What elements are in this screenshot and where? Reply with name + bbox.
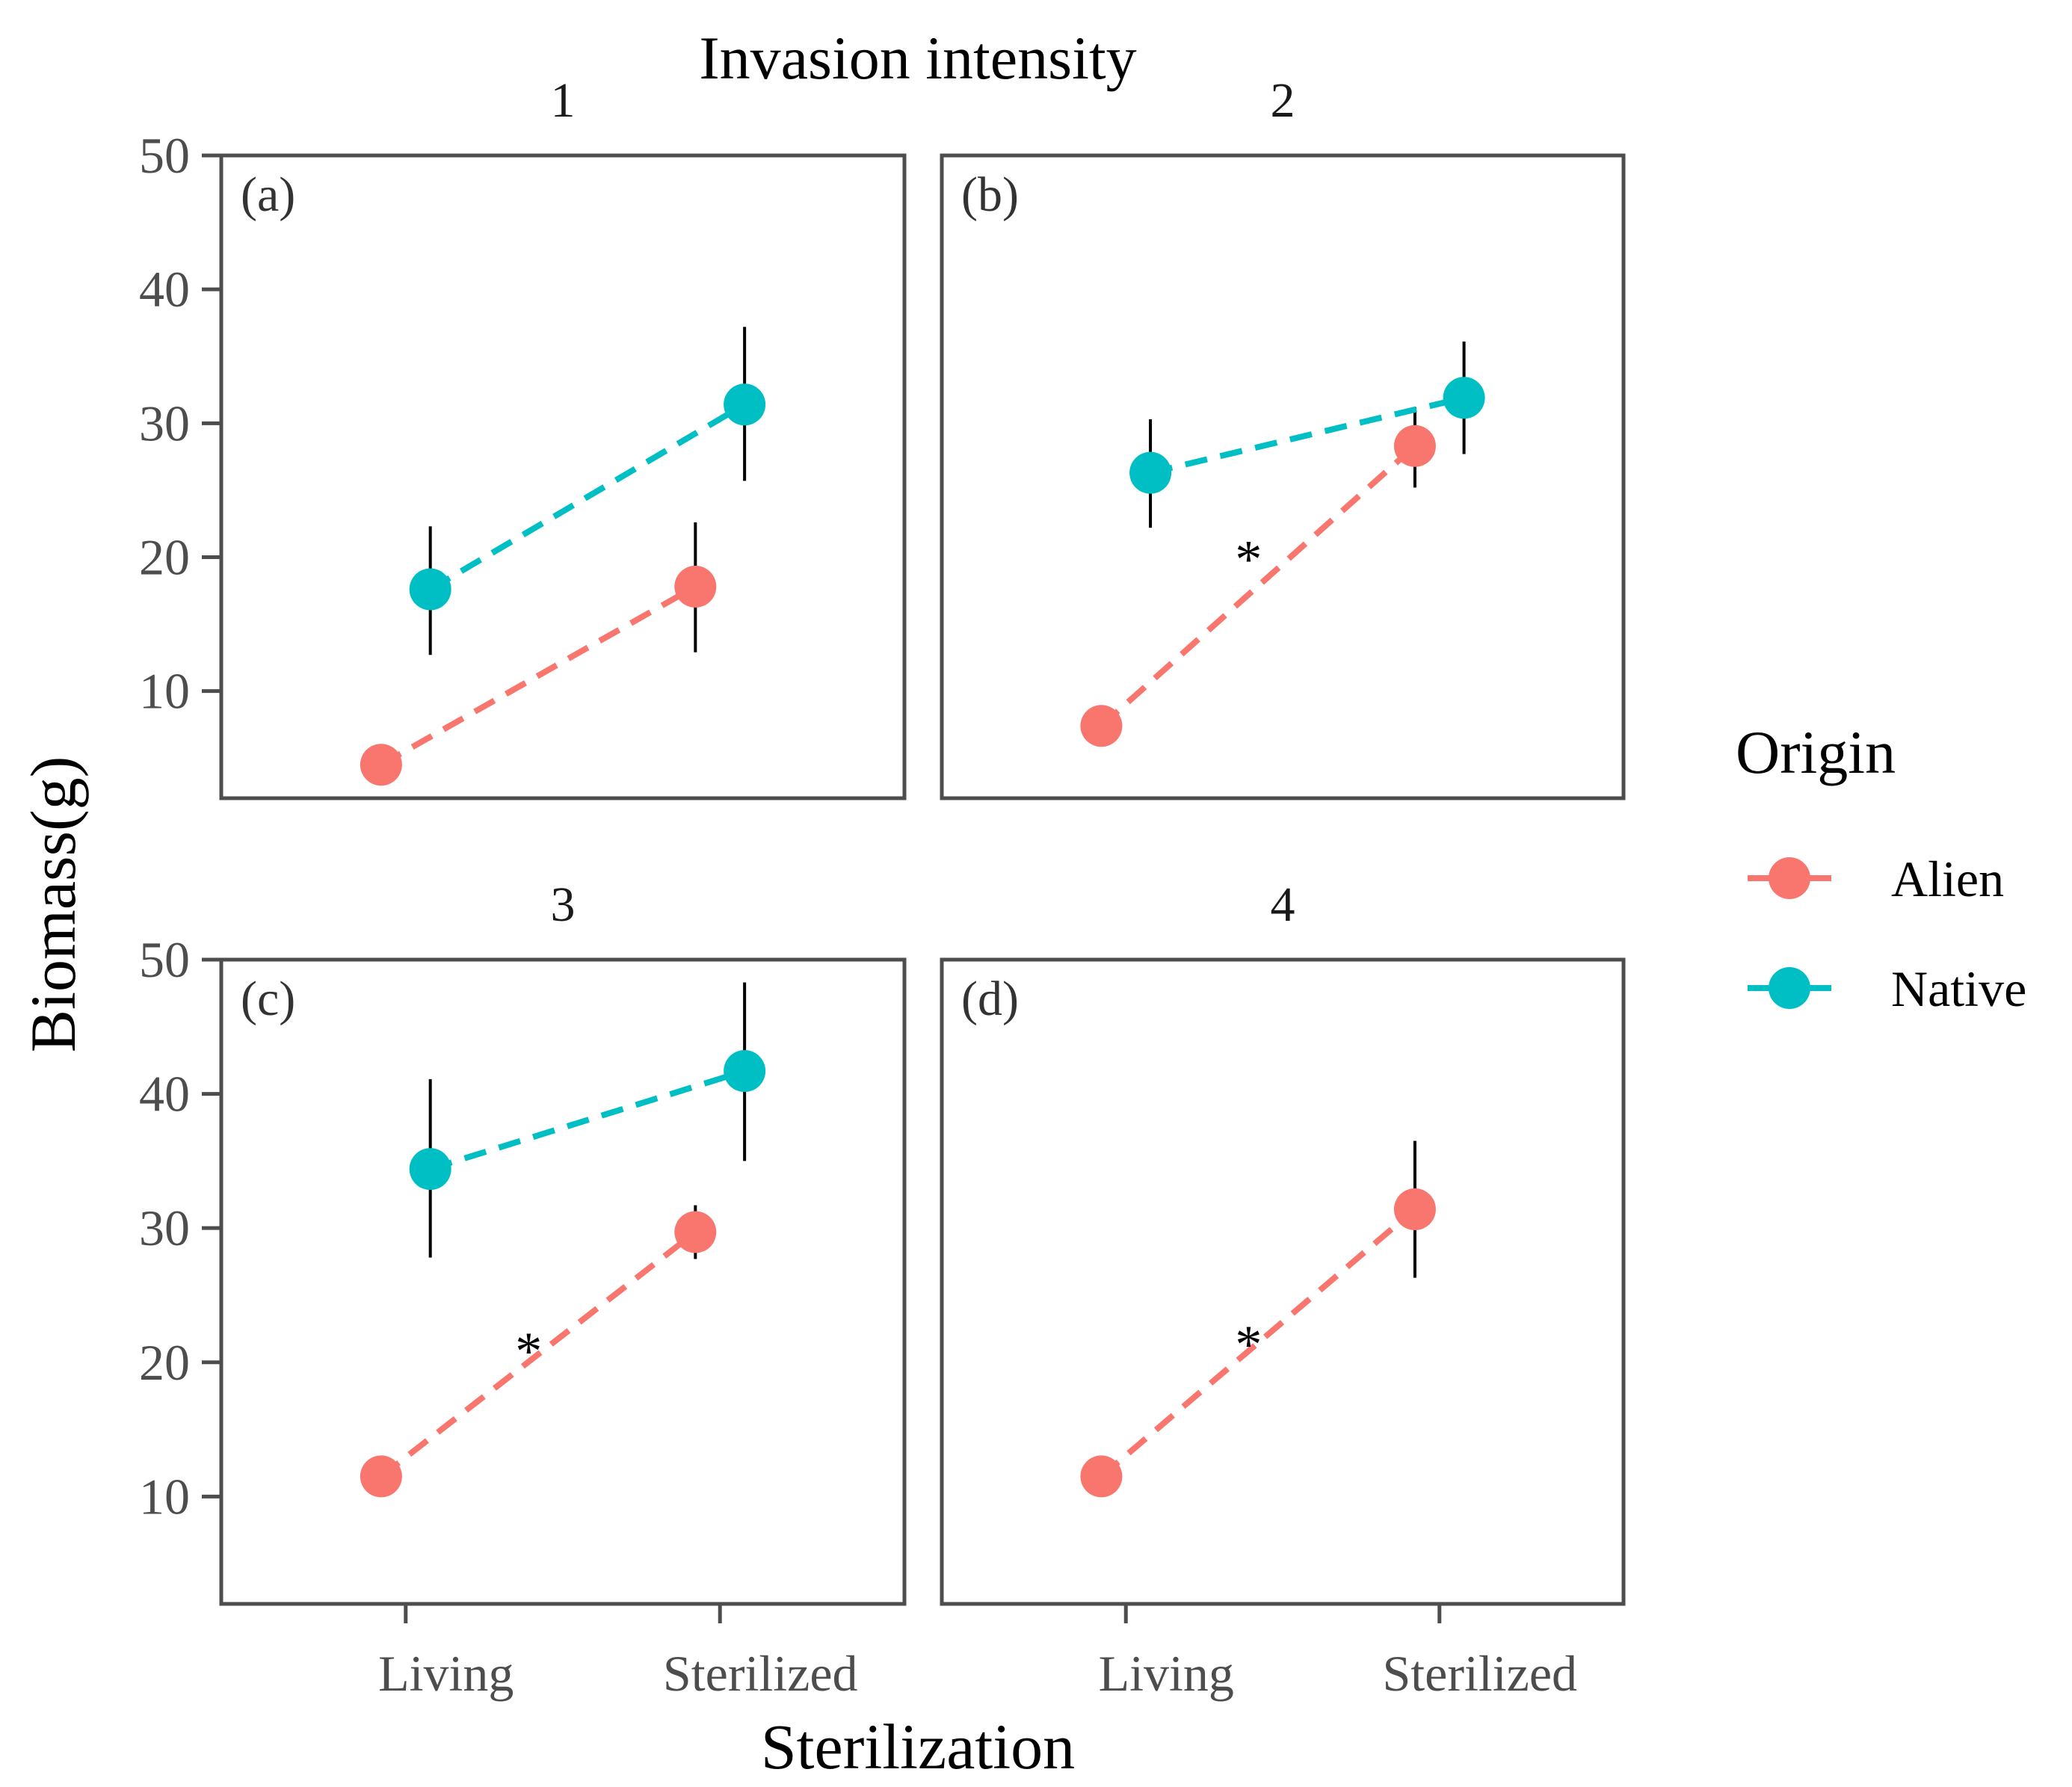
data-point [1080,705,1123,747]
y-tick-label: 10 [139,663,190,720]
series-alien [1080,407,1436,747]
x-axis-title: Sterilization [761,1711,1075,1783]
series-line [1150,395,1465,476]
x-tick-label: Sterilized [1382,1645,1577,1702]
series-line [429,1068,746,1172]
legend-item-alien: Alien [1748,851,2004,907]
series-alien [360,1205,717,1498]
x-tick-label: Sterilized [663,1645,858,1702]
panel-border [219,153,907,800]
series-line [379,584,697,768]
data-point [409,1148,451,1191]
panel-border [940,153,1626,800]
panel-tag: (c) [241,972,295,1026]
panel-1: 1 (a) 10 20 30 40 50 [139,73,907,800]
panel-border [219,957,907,1606]
y-tick-label: 50 [139,931,190,988]
legend-label: Native [1891,960,2026,1017]
data-point [1393,425,1436,467]
series-line [1099,1206,1417,1479]
data-point [1080,1455,1123,1498]
y-tick-label: 30 [139,1200,190,1256]
series-native [409,982,766,1258]
series-alien [360,522,717,786]
series-native [1129,342,1485,528]
significance-marker: * [515,1321,542,1381]
legend-label: Alien [1891,851,2004,907]
panels: 1 (a) 10 20 30 40 50 2 (b) * 3 (c) 10 20 30 40 50 Living S… [139,73,1626,1702]
data-point [1393,1188,1436,1231]
y-tick-label: 50 [139,127,190,184]
panel-strip-label: 2 [1271,73,1295,128]
panel-tag: (b) [961,167,1019,222]
y-tick-label: 40 [139,261,190,318]
data-point [724,1050,766,1093]
legend-title: Origin [1736,718,1896,786]
y-tick-label: 20 [139,1334,190,1391]
data-point [409,568,451,611]
panel-2: 2 (b) * [940,73,1626,800]
significance-marker: * [1235,1315,1262,1374]
data-point [360,1455,402,1498]
y-axis-title: Biomass(g) [17,756,89,1053]
y-tick-label: 30 [139,395,190,451]
data-point [360,744,402,786]
panel-strip-label: 4 [1271,877,1295,932]
series-alien [1080,1141,1436,1498]
panel-border [940,957,1626,1606]
figure-top-title: Invasion intensity [699,24,1136,92]
series-line [428,401,747,592]
legend-marker [1769,967,1810,1009]
data-point [1443,377,1485,419]
panel-tag: (d) [961,972,1019,1026]
panel-3: 3 (c) 10 20 30 40 50 Living Sterilized * [139,877,907,1702]
panel-strip-label: 3 [551,877,576,932]
legend: Alien Native [1748,851,2026,1017]
x-tick-label: Living [378,1645,514,1702]
y-tick-label: 20 [139,529,190,586]
x-tick-label: Living [1099,1645,1234,1702]
panel-tag: (a) [241,167,295,222]
significance-marker: * [1235,530,1262,590]
data-point [674,565,717,608]
data-point [1129,451,1172,494]
y-tick-label: 40 [139,1066,190,1123]
data-point [724,383,766,426]
data-point [674,1211,717,1253]
panel-4: 4 (d) Living Sterilized * [940,877,1626,1702]
panel-strip-label: 1 [551,73,576,128]
legend-item-native: Native [1748,960,2026,1017]
y-tick-label: 10 [139,1468,190,1525]
series-line [379,1229,697,1479]
legend-marker [1769,857,1810,899]
series-native [409,327,766,655]
